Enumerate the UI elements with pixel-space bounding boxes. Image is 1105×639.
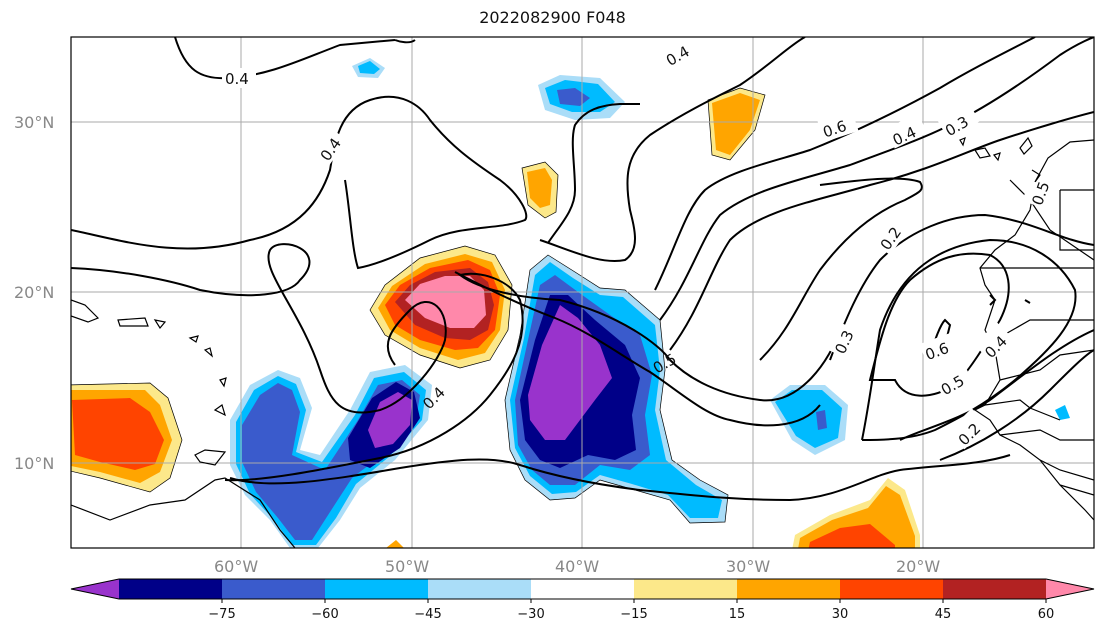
colorbar-segment (325, 579, 429, 599)
lon-label: 50°W (385, 557, 429, 576)
colorbar-segment (737, 579, 841, 599)
longitude-labels: 60°W 50°W 40°W 30°W 20°W (214, 557, 940, 576)
colorbar: −75−60−45−30−151530456075 (70, 578, 1095, 622)
colorbar-outline (70, 578, 1095, 600)
lat-label: 30°N (14, 113, 54, 132)
colorbar-extend-low (71, 579, 119, 599)
lat-label: 10°N (14, 454, 54, 473)
colorbar-tick-label: −45 (414, 607, 441, 622)
anomaly-outlines (71, 87, 766, 524)
colorbar-tick-label: 15 (729, 607, 746, 622)
lon-label: 30°W (726, 557, 770, 576)
contour-label: 0.4 (225, 70, 249, 88)
colorbar-segment (428, 579, 532, 599)
colorbar-tick-label: −60 (311, 607, 338, 622)
colorbar-segment (634, 579, 738, 599)
colorbar-extend-high (1046, 579, 1094, 599)
colorbar-segment (531, 579, 635, 599)
colorbar-tick-label: −30 (517, 607, 544, 622)
shaded-anomaly-fields (71, 58, 1070, 548)
map-title: 2022082900 F048 (479, 8, 626, 27)
lat-label: 20°N (14, 283, 54, 302)
lon-label: 40°W (555, 557, 599, 576)
contour-lines (71, 37, 1094, 502)
graticule (71, 37, 1094, 548)
colorbar-segment (943, 579, 1047, 599)
plot-area: 0.4 0.4 0.4 0.4 0.6 0.4 0.3 0.2 0.3 0.6 … (71, 37, 1094, 548)
colorbar-tick-label: 45 (935, 607, 952, 622)
colorbar-segment (119, 579, 223, 599)
colorbar-segment (222, 579, 326, 599)
colorbar-tick-label: 60 (1038, 607, 1055, 622)
colorbar-tick-label: −75 (208, 607, 235, 622)
colorbar-tick-label: −15 (620, 607, 647, 622)
lon-label: 60°W (214, 557, 258, 576)
colorbar-tick-label: 30 (832, 607, 849, 622)
lon-label: 20°W (896, 557, 940, 576)
latitude-labels: 10°N 20°N 30°N (14, 113, 54, 473)
plot-frame (70, 36, 1095, 549)
colorbar-segment (840, 579, 944, 599)
